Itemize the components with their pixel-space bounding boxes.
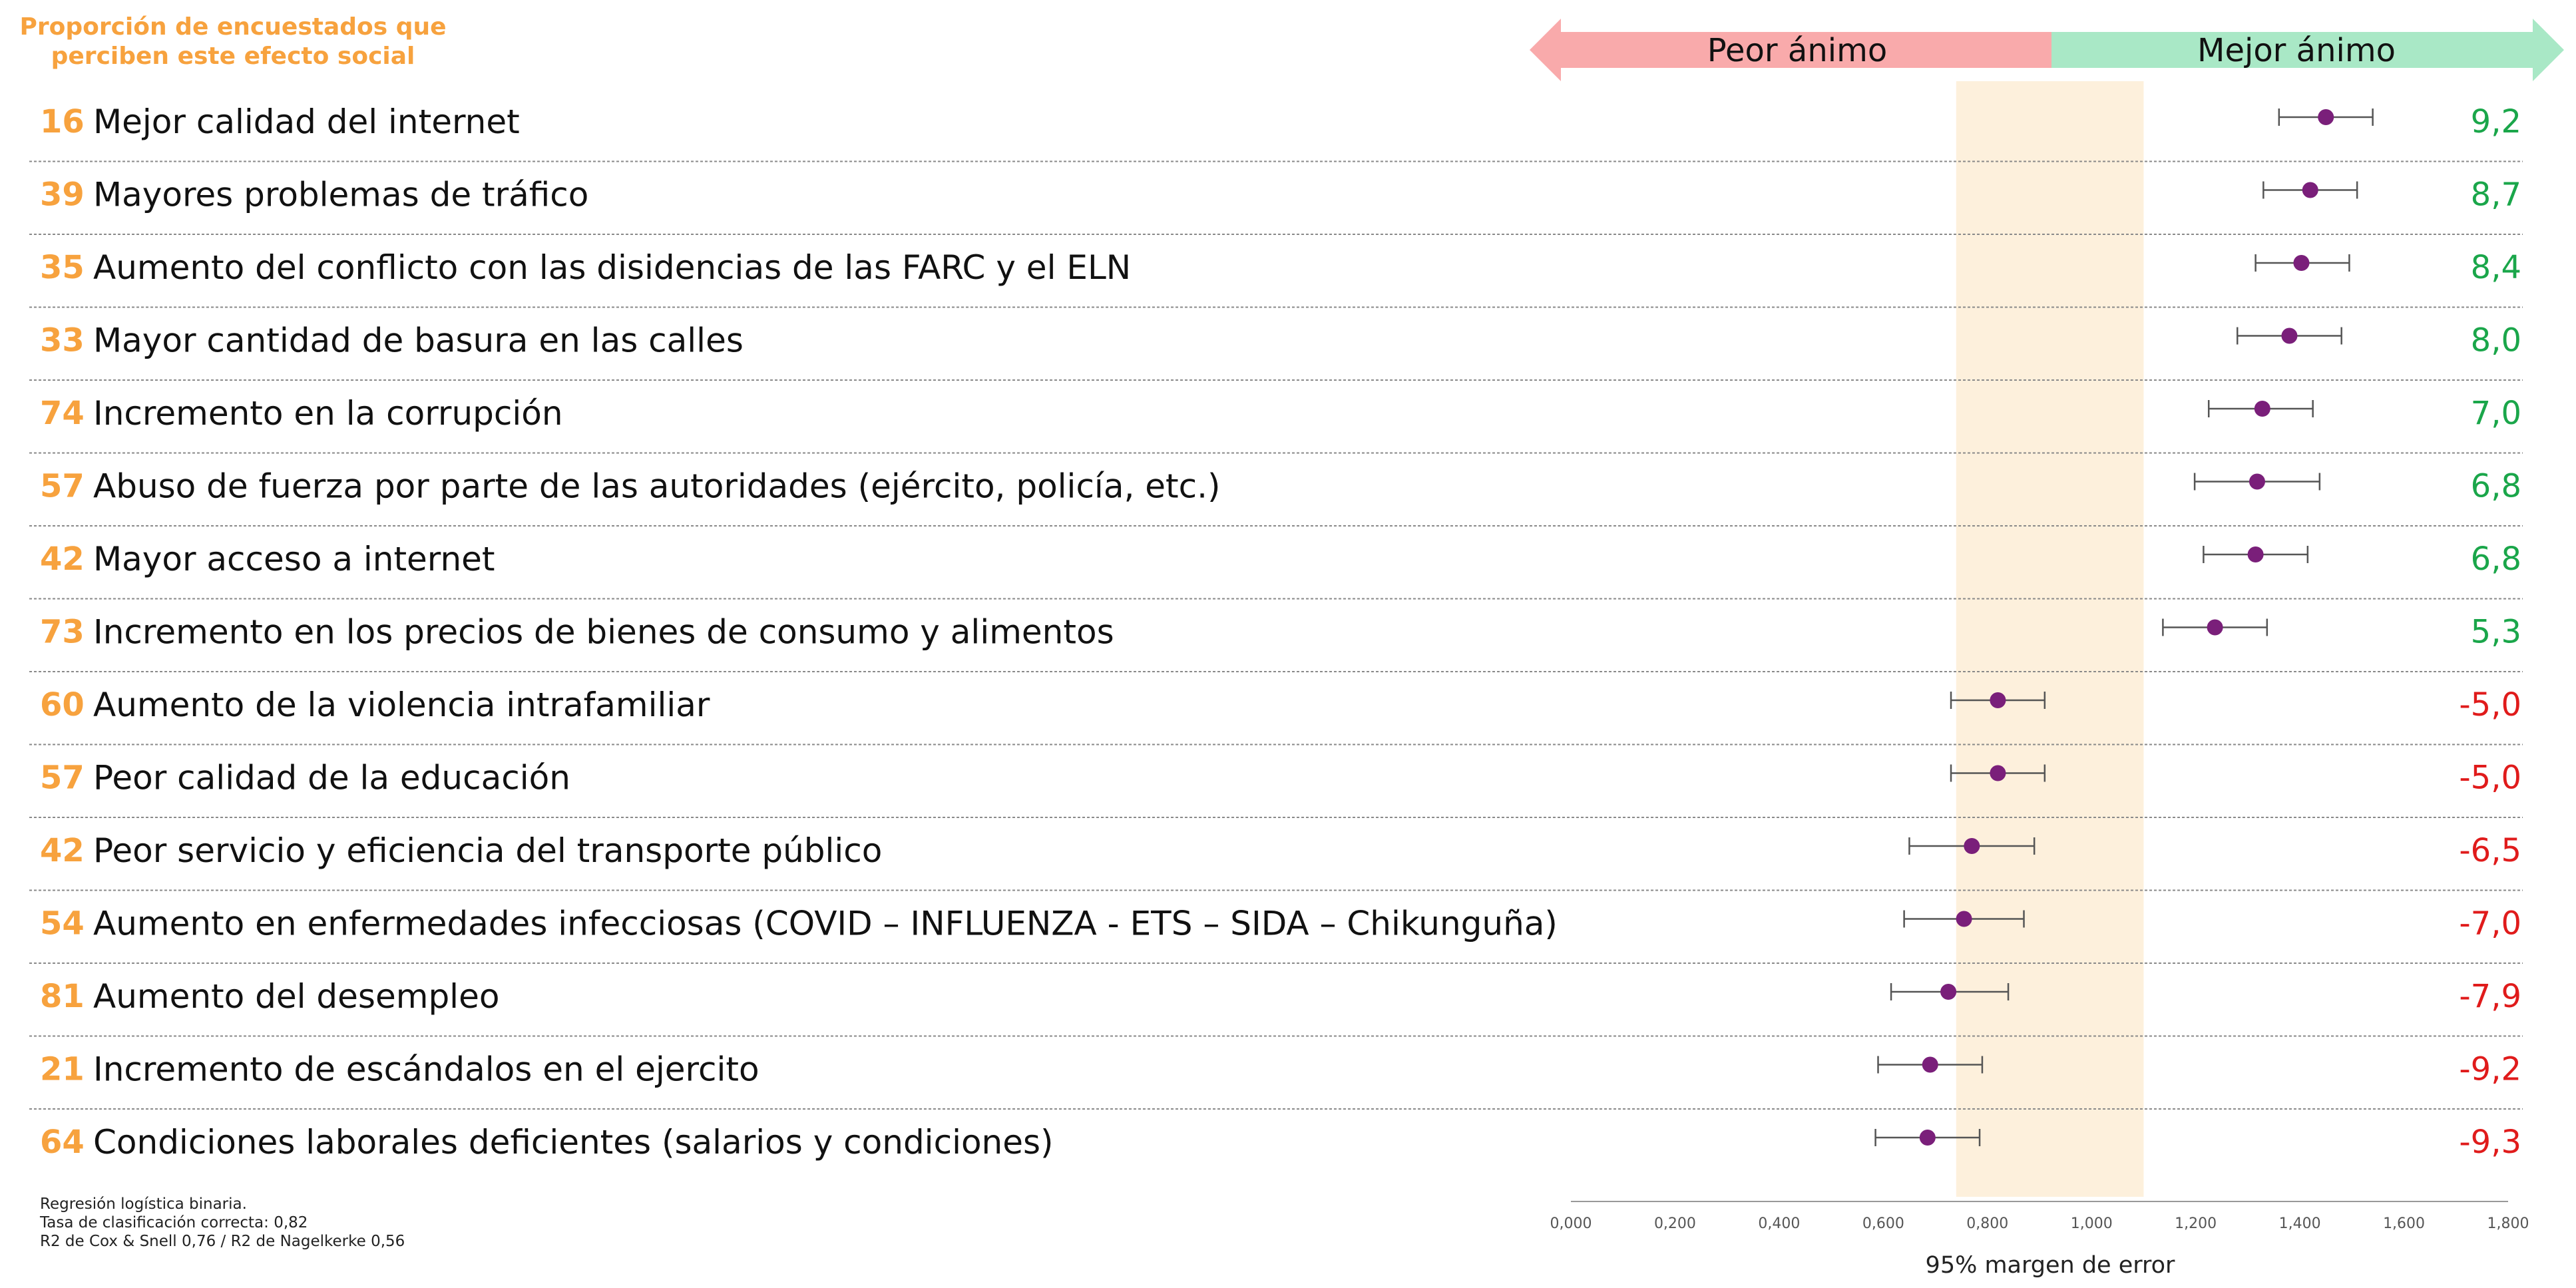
row-value: -7,0 <box>2459 905 2521 943</box>
chart-row: 57 Abuso de fuerza por parte de las autor… <box>29 467 2523 527</box>
row-percentage: 81 <box>40 978 85 1015</box>
row-percentage: 64 <box>40 1124 85 1161</box>
chart-row: 21 Incremento de escándalos en el ejercit… <box>29 1050 2523 1110</box>
x-tick-label: 0,600 <box>1862 1215 1904 1232</box>
row-value: -5,0 <box>2459 759 2521 797</box>
estimate-point <box>2254 401 2270 417</box>
arrow-right-better-mood <box>2051 19 2564 81</box>
x-tick-label: 0,200 <box>1654 1215 1696 1232</box>
chart-row: 42 Mayor acceso a internet 6,8 <box>29 540 2523 600</box>
chart-row: 39 Mayores problemas de tráfico 8,7 <box>29 176 2523 235</box>
row-percentage: 42 <box>40 832 85 869</box>
row-value: -7,9 <box>2459 978 2521 1015</box>
row-percentage: 57 <box>40 468 85 505</box>
row-label: Mayor acceso a internet <box>93 540 495 578</box>
row-value: -9,3 <box>2459 1124 2521 1161</box>
row-value: -6,5 <box>2459 832 2521 869</box>
estimate-point <box>1964 838 1980 854</box>
arrow-right-label: Mejor ánimo <box>2197 32 2396 69</box>
estimate-point <box>2281 327 2298 344</box>
estimate-point <box>2302 182 2318 198</box>
x-tick-label: 0,800 <box>1966 1215 2008 1232</box>
chart-row: 16 Mejor calidad del internet 9,2 <box>29 103 2523 162</box>
row-percentage: 60 <box>40 686 85 724</box>
estimate-point <box>2293 255 2310 271</box>
estimate-point <box>1919 1130 1936 1146</box>
chart-row: 33 Mayor cantidad de basura en las calles… <box>29 322 2523 381</box>
row-value: 6,8 <box>2471 468 2521 505</box>
x-tick-label: 0,000 <box>1550 1215 1592 1232</box>
estimate-point <box>1990 765 2006 781</box>
chart-row: 73 Incremento en los precios de bienes de… <box>29 613 2523 672</box>
chart-row: 81 Aumento del desempleo -7,9 <box>29 977 2523 1037</box>
estimate-point <box>1922 1056 1938 1073</box>
estimate-point <box>1940 984 1957 1000</box>
row-value: 8,7 <box>2471 176 2521 214</box>
estimate-point <box>2207 619 2223 636</box>
row-percentage: 39 <box>40 176 85 214</box>
row-value: -5,0 <box>2459 686 2521 724</box>
chart-row: 64 Condiciones laborales deficientes (sal… <box>40 1123 2521 1162</box>
row-value: 7,0 <box>2471 395 2521 432</box>
row-label: Mayores problemas de tráfico <box>93 176 588 214</box>
row-percentage: 16 <box>40 103 85 140</box>
row-value: -9,2 <box>2459 1051 2521 1088</box>
row-percentage: 35 <box>40 249 85 286</box>
row-value: 9,2 <box>2471 103 2521 140</box>
chart-row: 60 Aumento de la violencia intrafamiliar -… <box>29 686 2523 746</box>
estimate-point <box>2318 109 2334 125</box>
row-percentage: 21 <box>40 1051 85 1088</box>
row-label: Condiciones laborales deficientes (salar… <box>93 1123 1054 1162</box>
arrow-left-worse-mood <box>1530 19 2051 81</box>
chart-row: 42 Peor servicio y eficiencia del transpo… <box>29 831 2523 891</box>
row-label: Incremento de escándalos en el ejercito <box>93 1050 759 1089</box>
estimate-point <box>1990 692 2006 708</box>
row-label: Mayor cantidad de basura en las calles <box>93 322 744 360</box>
row-value: 8,4 <box>2471 249 2521 286</box>
chart-row: 54 Aumento en enfermedades infecciosas (C… <box>29 905 2523 964</box>
row-label: Peor servicio y eficiencia del transport… <box>93 831 882 870</box>
error-margin-band <box>1956 81 2144 1197</box>
x-axis-ticks: 0,000 0,200 0,400 0,600 0,800 1,000 1,200 1,400… <box>1550 1215 2529 1232</box>
row-label: Mejor calidad del internet <box>93 103 520 141</box>
row-percentage: 54 <box>40 905 85 943</box>
row-label: Abuso de fuerza por parte de las autorid… <box>93 467 1221 506</box>
row-label: Incremento en los precios de bienes de c… <box>93 613 1114 652</box>
x-axis-title: 95% margen de error <box>1926 1252 2176 1279</box>
note-line-1: Regresión logística binaria. <box>40 1195 247 1213</box>
row-label: Aumento del desempleo <box>93 977 499 1016</box>
x-tick-label: 1,800 <box>2487 1215 2529 1232</box>
estimate-point <box>1956 911 1972 927</box>
chart-row: 35 Aumento del conflicto con las disidenc… <box>29 248 2523 308</box>
row-label: Aumento del conflicto con las disidencia… <box>93 248 1131 287</box>
x-tick-label: 1,600 <box>2383 1215 2425 1232</box>
row-percentage: 74 <box>40 395 85 432</box>
chart-row: 74 Incremento en la corrupción 7,0 <box>29 394 2523 454</box>
header-line-1: Proporción de encuestados que <box>19 13 446 41</box>
row-label: Peor calidad de la educación <box>93 759 570 797</box>
note-line-3: R2 de Cox & Snell 0,76 / R2 de Nagelkerk… <box>40 1233 405 1250</box>
x-tick-label: 1,000 <box>2071 1215 2113 1232</box>
header-line-2: perciben este efecto social <box>51 43 415 70</box>
chart-rows: 16 Mejor calidad del internet 9,2 39 Mayores… <box>29 103 2523 1162</box>
x-tick-label: 1,400 <box>2279 1215 2321 1232</box>
row-label: Aumento en enfermedades infecciosas (COV… <box>93 905 1558 943</box>
row-percentage: 73 <box>40 614 85 651</box>
row-value: 6,8 <box>2471 540 2521 578</box>
row-label: Incremento en la corrupción <box>93 394 563 433</box>
note-line-2: Tasa de clasificación correcta: 0,82 <box>39 1214 308 1231</box>
row-percentage: 57 <box>40 759 85 797</box>
estimate-point <box>2249 473 2265 490</box>
arrow-left-label: Peor ánimo <box>1707 32 1887 69</box>
chart-row: 57 Peor calidad de la educación -5,0 <box>29 759 2523 818</box>
row-value: 5,3 <box>2471 614 2521 651</box>
x-tick-label: 0,400 <box>1758 1215 1800 1232</box>
row-percentage: 42 <box>40 540 85 578</box>
estimate-point <box>2247 546 2264 562</box>
row-value: 8,0 <box>2471 322 2521 359</box>
row-label: Aumento de la violencia intrafamiliar <box>93 686 710 724</box>
row-percentage: 33 <box>40 322 85 359</box>
x-tick-label: 1,200 <box>2175 1215 2217 1232</box>
